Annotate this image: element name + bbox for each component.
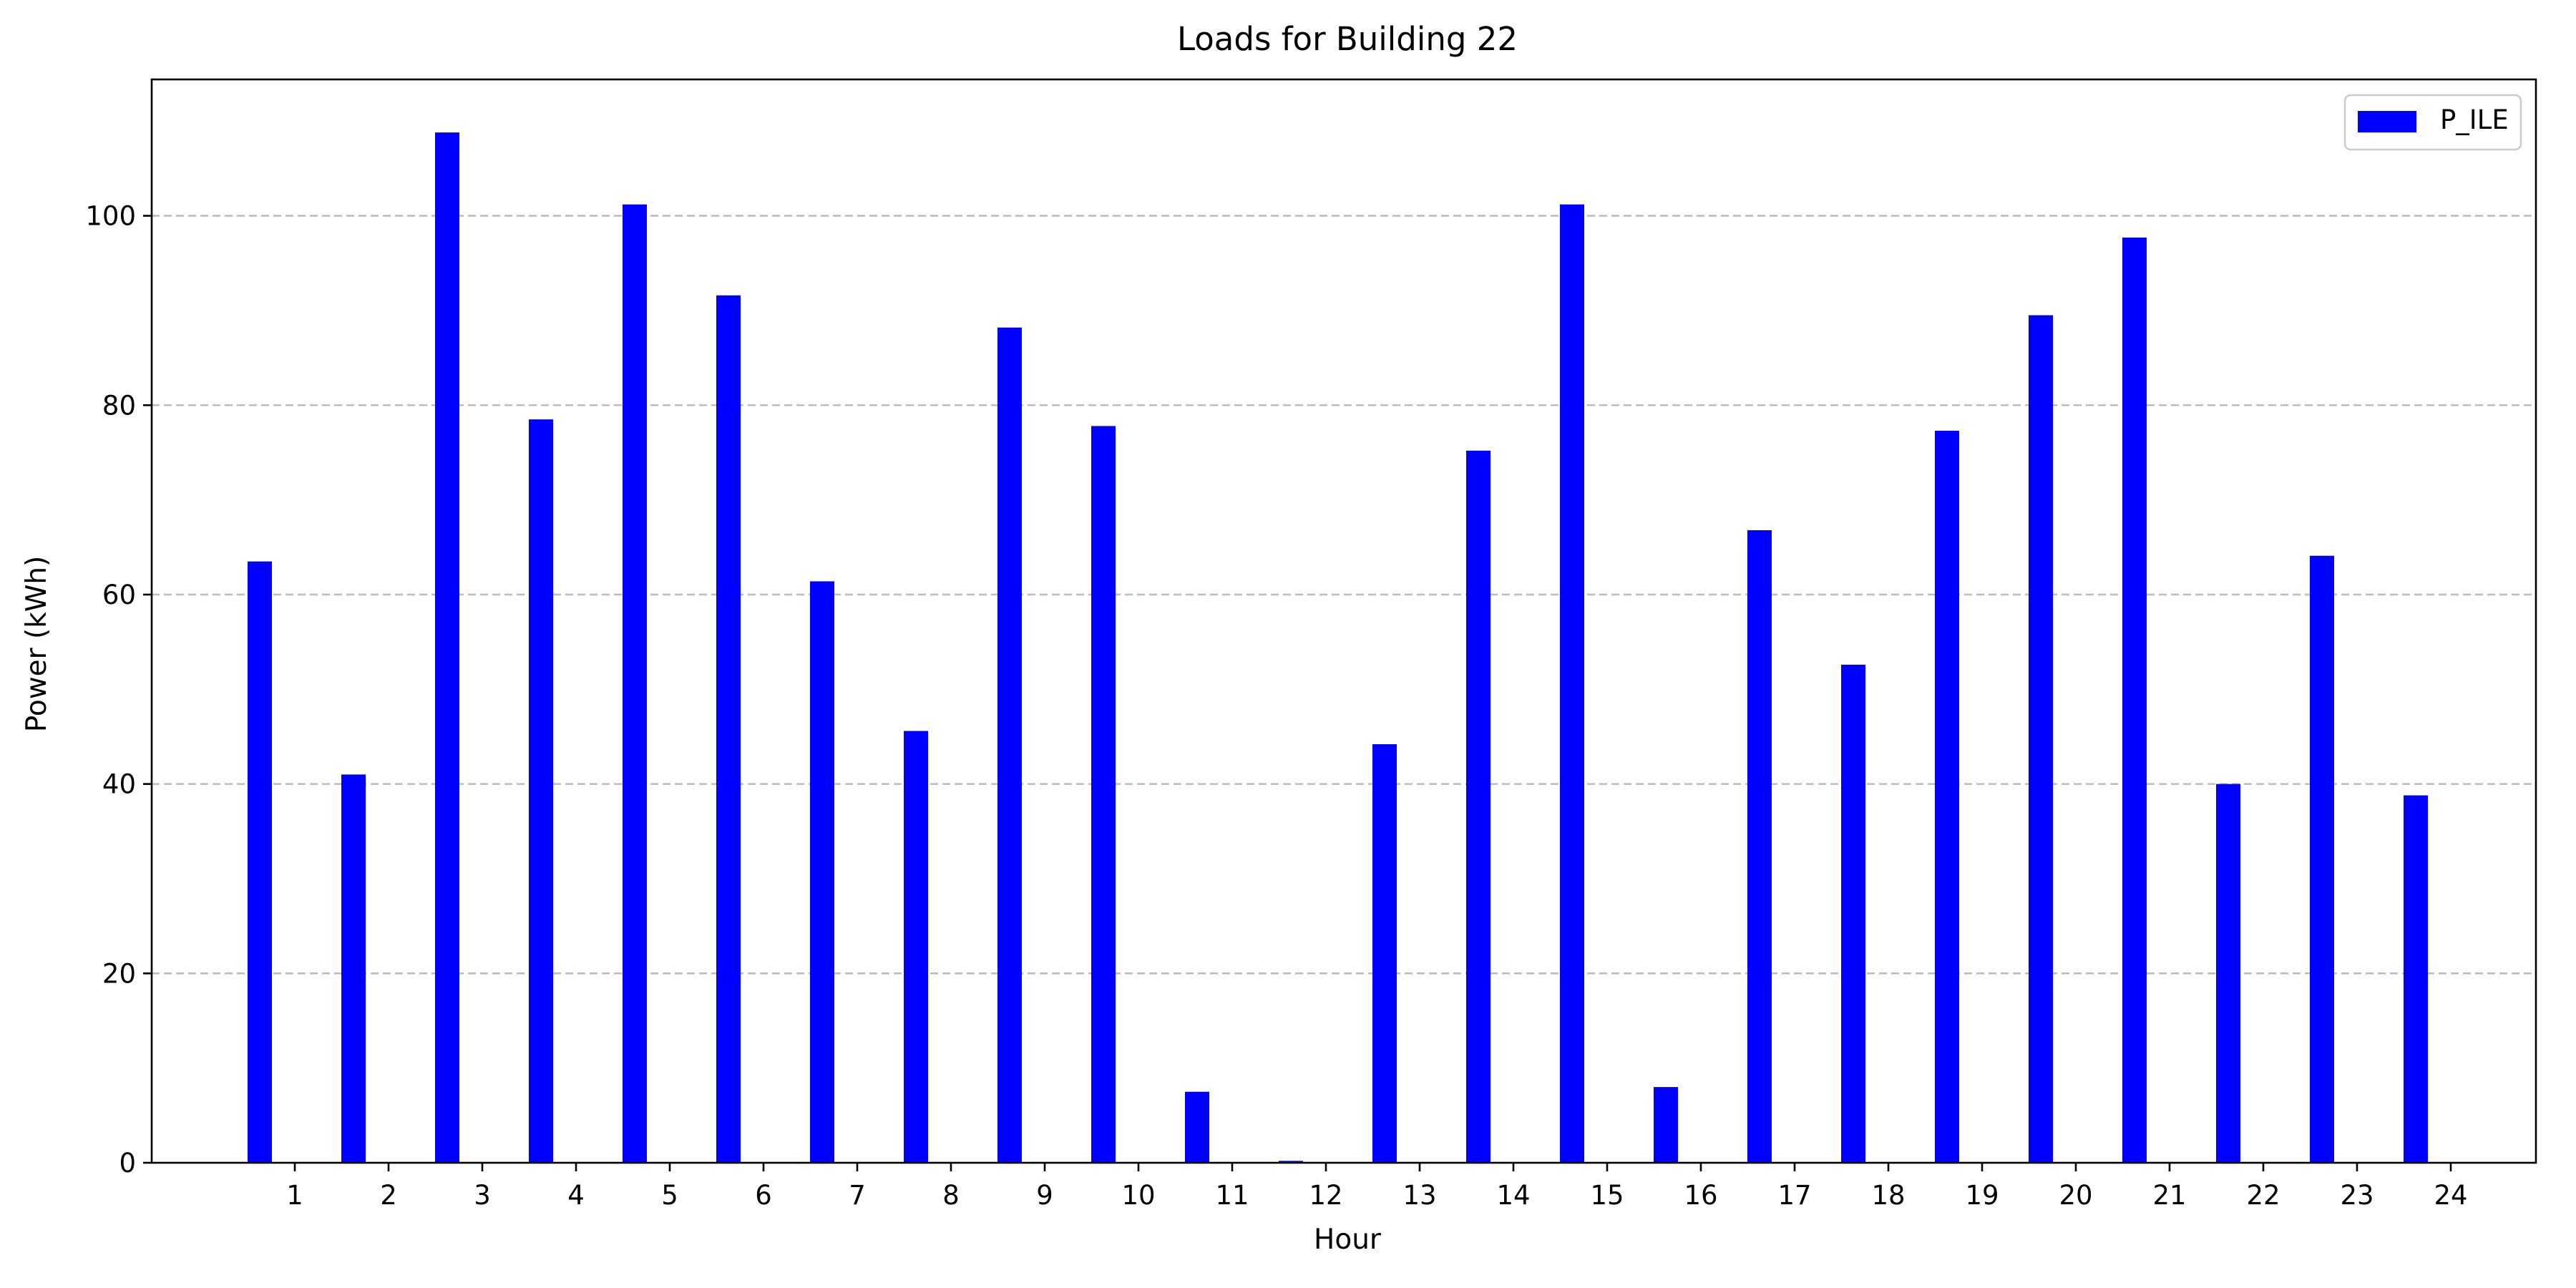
bars bbox=[248, 132, 2428, 1163]
x-axis-label: Hour bbox=[1314, 1224, 1382, 1256]
bar-hour-11 bbox=[1185, 1091, 1209, 1163]
y-tick-label-0: 0 bbox=[119, 1148, 136, 1179]
x-tick-label-22: 22 bbox=[2246, 1180, 2280, 1211]
bar-hour-1 bbox=[248, 561, 272, 1163]
bar-hour-23 bbox=[2310, 555, 2334, 1163]
bar-hour-10 bbox=[1091, 426, 1116, 1163]
x-tick-label-24: 24 bbox=[2434, 1180, 2467, 1211]
bar-hour-17 bbox=[1747, 530, 1772, 1163]
bar-hour-8 bbox=[904, 731, 928, 1163]
x-tick-label-23: 23 bbox=[2340, 1180, 2373, 1211]
x-tick-label-17: 17 bbox=[1777, 1180, 1811, 1211]
bar-hour-9 bbox=[997, 327, 1022, 1163]
bar-hour-5 bbox=[623, 204, 647, 1163]
x-tick-label-3: 3 bbox=[474, 1180, 491, 1211]
x-tick-label-21: 21 bbox=[2152, 1180, 2186, 1211]
x-tick-label-11: 11 bbox=[1215, 1180, 1249, 1211]
x-tick-label-13: 13 bbox=[1402, 1180, 1436, 1211]
bar-hour-2 bbox=[341, 774, 366, 1163]
x-tick-label-15: 15 bbox=[1590, 1180, 1624, 1211]
y-axis-label: Power (kWh) bbox=[21, 556, 53, 733]
bar-hour-12 bbox=[1279, 1161, 1303, 1163]
x-tick-label-9: 9 bbox=[1036, 1180, 1053, 1211]
bar-hour-6 bbox=[716, 295, 741, 1163]
bar-hour-15 bbox=[1560, 204, 1584, 1163]
x-tick-label-14: 14 bbox=[1496, 1180, 1530, 1211]
y-tick-label-40: 40 bbox=[102, 769, 136, 800]
y-tick-label-100: 100 bbox=[85, 201, 136, 232]
legend-box bbox=[2343, 94, 2522, 151]
bar-hour-20 bbox=[2029, 315, 2053, 1163]
bar-hour-14 bbox=[1466, 450, 1491, 1163]
legend: P_ILE bbox=[2343, 94, 2522, 151]
x-tick-label-19: 19 bbox=[1965, 1180, 1999, 1211]
bar-hour-16 bbox=[1654, 1087, 1678, 1163]
y-tick-label-20: 20 bbox=[102, 958, 136, 989]
x-tick-label-5: 5 bbox=[661, 1180, 678, 1211]
x-tick-label-18: 18 bbox=[1871, 1180, 1905, 1211]
x-tick-label-6: 6 bbox=[755, 1180, 772, 1211]
x-tick-label-20: 20 bbox=[2059, 1180, 2092, 1211]
x-tick-label-2: 2 bbox=[380, 1180, 397, 1211]
chart-title: Loads for Building 22 bbox=[1177, 20, 1518, 58]
x-tick-label-1: 1 bbox=[286, 1180, 303, 1211]
x-tick-label-7: 7 bbox=[849, 1180, 866, 1211]
bar-hour-18 bbox=[1841, 664, 1865, 1163]
legend-label-p-ile: P_ILE bbox=[2440, 104, 2509, 135]
x-tick-label-10: 10 bbox=[1121, 1180, 1155, 1211]
bar-hour-22 bbox=[2216, 784, 2240, 1163]
y-tick-label-80: 80 bbox=[102, 390, 136, 421]
plot-frame bbox=[150, 78, 2537, 1164]
bar-hour-7 bbox=[810, 581, 834, 1163]
x-tick-label-12: 12 bbox=[1309, 1180, 1342, 1211]
bar-hour-21 bbox=[2122, 238, 2147, 1163]
legend-swatch bbox=[2358, 111, 2416, 132]
bar-hour-3 bbox=[435, 132, 459, 1163]
bar-hour-4 bbox=[529, 419, 553, 1163]
y-axis: 0 20 40 60 80 100 bbox=[85, 201, 152, 1179]
bar-hour-19 bbox=[1935, 430, 1959, 1163]
bar-hour-24 bbox=[2404, 795, 2428, 1163]
x-axis: 1 2 3 4 5 6 7 8 9 10 11 12 13 14 15 16 17 18 19 20 21 22 23 24 bbox=[286, 1163, 2468, 1211]
bar-hour-13 bbox=[1372, 744, 1397, 1163]
x-tick-label-8: 8 bbox=[942, 1180, 960, 1211]
x-tick-label-16: 16 bbox=[1684, 1180, 1717, 1211]
x-tick-label-4: 4 bbox=[567, 1180, 585, 1211]
y-tick-label-60: 60 bbox=[102, 580, 136, 610]
